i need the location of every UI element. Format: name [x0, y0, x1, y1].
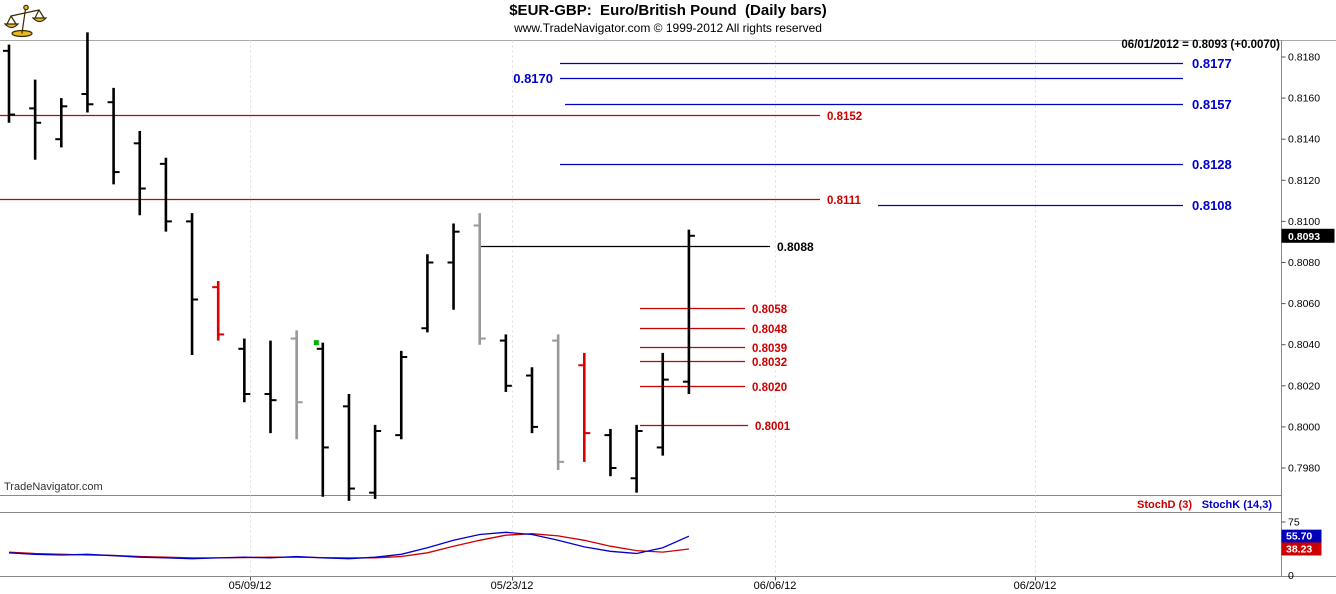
level-label-0.8170: 0.8170 [513, 71, 553, 86]
y-axis-label: 0.7980 [1288, 463, 1320, 475]
x-axis-label: 06/20/12 [1014, 580, 1057, 592]
stochk-badge-label: 55.70 [1286, 531, 1312, 543]
y-axis-label: 0.8160 [1288, 93, 1320, 105]
y-axis-label: 0.8100 [1288, 216, 1320, 228]
level-label-0.8108: 0.8108 [1192, 198, 1232, 213]
tradenavigator-scales-logo [3, 4, 48, 38]
last-quote-readout: 06/01/2012 = 0.8093 (+0.0070) [1121, 39, 1280, 51]
stochd-line [8, 533, 689, 559]
buy-signal-marker [313, 340, 319, 346]
level-label-0.8032: 0.8032 [752, 357, 787, 369]
y-axis-label: 0.8020 [1288, 380, 1320, 392]
y-axis-label: 0.8180 [1288, 52, 1320, 64]
stochd-badge [1281, 542, 1322, 556]
level-label-0.8048: 0.8048 [752, 324, 788, 336]
level-label-0.8088: 0.8088 [777, 240, 814, 254]
level-label-0.8152: 0.8152 [827, 111, 862, 123]
stoch-scale-min-label: 0 [1288, 570, 1294, 582]
stochk-line [8, 531, 690, 560]
chart-title: $EUR-GBP: Euro/British Pound (Daily bars… [509, 2, 827, 19]
y-axis-label: 0.8140 [1288, 134, 1320, 146]
x-axis-label: 06/06/12 [754, 580, 797, 592]
x-axis-label: 05/23/12 [491, 580, 534, 592]
stochk-legend[interactable]: StochK (14,3) [1202, 499, 1273, 511]
y-axis-label: 0.8120 [1288, 175, 1320, 187]
y-axis-label: 0.8060 [1288, 298, 1320, 310]
y-axis-label: 0.8080 [1288, 257, 1320, 269]
stoch-scale-max-label: 75 [1288, 517, 1300, 529]
level-label-0.8128: 0.8128 [1192, 157, 1232, 172]
stochd-badge-label: 38.23 [1286, 543, 1312, 555]
level-label-0.8111: 0.8111 [827, 195, 862, 207]
level-label-0.8039: 0.8039 [752, 343, 787, 355]
level-label-0.8157: 0.8157 [1192, 97, 1232, 112]
chart-subtitle: www.TradeNavigator.com © 1999-2012 All r… [514, 21, 822, 35]
last-price-badge-label: 0.8093 [1288, 231, 1320, 243]
level-label-0.8177: 0.8177 [1192, 56, 1232, 71]
level-label-0.8058: 0.8058 [752, 304, 788, 316]
level-label-0.8001: 0.8001 [755, 421, 791, 433]
stochd-legend[interactable]: StochD (3) [1137, 499, 1192, 511]
watermark-label: TradeNavigator.com [4, 481, 103, 493]
x-axis-label: 05/09/12 [229, 580, 272, 592]
stochk-badge [1281, 529, 1322, 543]
y-axis-label: 0.8000 [1288, 421, 1320, 433]
last-price-badge [1281, 228, 1335, 243]
level-label-0.8020: 0.8020 [752, 382, 787, 394]
y-axis-label: 0.8040 [1288, 339, 1320, 351]
